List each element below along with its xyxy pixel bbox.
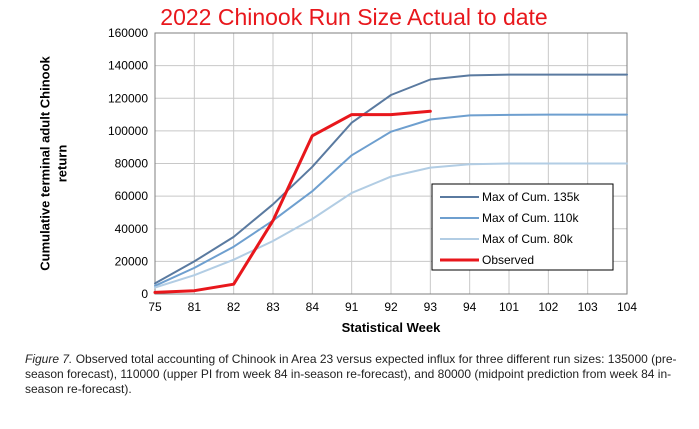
y-tick-label: 80000 (115, 157, 149, 171)
y-axis-title-line: Cumulative terminal adult Chinook (38, 55, 53, 270)
x-tick-label: 75 (148, 300, 162, 314)
series-line-3 (154, 162, 628, 289)
y-tick-label: 20000 (115, 254, 149, 268)
x-tick-label: 82 (227, 300, 241, 314)
y-tick-label: 100000 (108, 124, 148, 138)
y-tick-label: 120000 (108, 91, 148, 105)
series-group (153, 73, 628, 294)
chart: 2022 Chinook Run Size Actual to date 0 20… (38, 4, 638, 335)
y-axis: 0 20000 40000 60000 80000 100000 120000 140000 1… (108, 26, 148, 301)
y-tick-label: 0 (141, 287, 148, 301)
x-tick-label: 81 (188, 300, 202, 314)
y-tick-label: 160000 (108, 26, 148, 40)
caption-text: Observed total accounting of Chinook in … (25, 352, 677, 396)
series-line-2 (154, 113, 628, 287)
figure-caption: Figure 7. Observed total accounting of C… (25, 352, 685, 397)
x-tick-label: 92 (384, 300, 398, 314)
series-line-1 (154, 73, 628, 285)
legend: Max of Cum. 135k Max of Cum. 110k Max of C… (431, 183, 614, 271)
x-tick-label: 84 (306, 300, 320, 314)
x-tick-label: 91 (345, 300, 359, 314)
figure-label: Figure 7. (25, 352, 73, 366)
y-tick-label: 40000 (115, 222, 149, 236)
y-axis-title: Cumulative terminal adult Chinook return (38, 55, 70, 270)
y-axis-title-line: return (55, 145, 70, 183)
x-axis-title: Statistical Week (342, 320, 442, 335)
legend-entry: Max of Cum. 110k (482, 211, 579, 225)
x-tick-label: 93 (424, 300, 438, 314)
legend-entry: Max of Cum. 135k (482, 190, 580, 204)
x-tick-label: 103 (578, 300, 598, 314)
x-axis: 75 81 82 83 84 91 92 93 94 101 102 103 104 (148, 300, 637, 314)
x-tick-label: 94 (463, 300, 477, 314)
series-line-4 (153, 109, 432, 294)
x-tick-label: 101 (499, 300, 519, 314)
legend-entry: Observed (482, 253, 534, 267)
x-tick-label: 83 (266, 300, 280, 314)
x-tick-label: 104 (617, 300, 637, 314)
chart-title: 2022 Chinook Run Size Actual to date (160, 4, 547, 30)
y-tick-label: 60000 (115, 189, 149, 203)
legend-entry: Max of Cum. 80k (482, 232, 574, 246)
y-tick-label: 140000 (108, 59, 148, 73)
x-tick-label: 102 (538, 300, 558, 314)
legend-box (431, 183, 614, 271)
